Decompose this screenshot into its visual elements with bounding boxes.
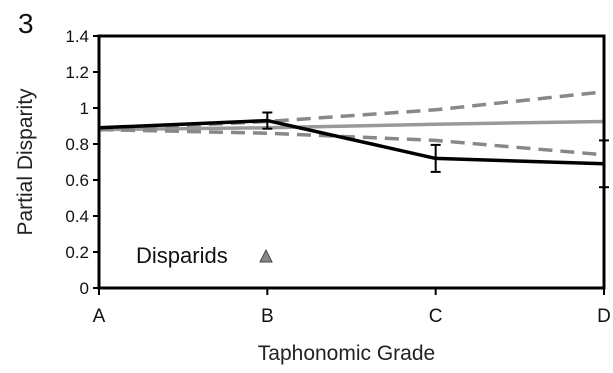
x-tick-label: A [93,306,106,327]
y-tick-label: 1 [80,99,89,118]
triangle-marker-icon [259,248,273,263]
y-tick-label: 1.2 [65,63,89,82]
x-tick-label: C [429,306,443,327]
panel-label: 3 [18,8,34,39]
y-axis: 0 0.2 0.4 0.6 0.8 1 1.2 1.4 [65,27,99,298]
y-tick-label: 1.4 [65,27,89,46]
y-axis-label: Partial Disparity [14,88,37,236]
y-tick-label: 0.8 [65,135,89,154]
x-axis: A B C D [93,288,611,327]
series-line-expected [98,119,605,132]
series-line-observed [98,118,605,166]
y-tick-label: 0.6 [65,171,89,190]
x-tick-label: D [597,306,611,327]
y-tick-label: 0 [80,279,89,298]
y-tick-label: 0.4 [65,207,89,226]
group-annotation: Disparids [136,243,228,268]
x-axis-label: Taphonomic Grade [258,342,435,365]
plot-frame [97,34,606,290]
series-line-lower-bound [98,127,605,157]
y-tick-label: 0.2 [65,243,89,262]
x-tick-label: B [261,306,274,327]
series-layer [98,90,605,166]
series-line-upper-bound [98,90,605,132]
